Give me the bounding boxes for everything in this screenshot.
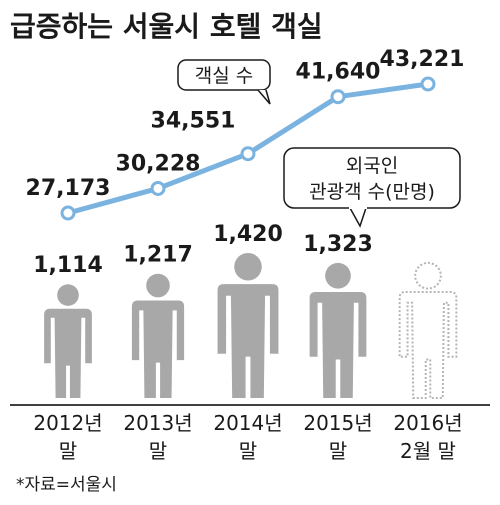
tourists-callout-line2: 관광객 수(만명): [309, 181, 435, 203]
tourists-callout: 외국인 관광객 수(만명): [283, 147, 461, 228]
x-tick-label-line1: 2013년: [123, 411, 192, 435]
tourist-pictogram: [44, 284, 92, 398]
rooms-value-label: 43,221: [380, 47, 465, 72]
tourist-pictogram-head: [325, 262, 351, 289]
rooms-value-label: 34,551: [151, 109, 236, 134]
x-tick-label-line2: 2월 말: [400, 439, 456, 463]
tourist-value-label: 1,114: [33, 253, 103, 278]
tourist-pictogram-head: [146, 273, 170, 298]
rooms-point: [420, 76, 436, 92]
rooms-point: [60, 205, 76, 221]
rooms-callout: 객실 수: [177, 59, 271, 105]
tourist-pictogram: [217, 253, 279, 398]
rooms-point: [240, 146, 256, 162]
tourists-pictogram-series: 1,114 1,217 1,420 1,323: [33, 222, 458, 399]
rooms-value-label: 27,173: [26, 176, 111, 201]
tourist-pictogram-placeholder: [398, 261, 458, 399]
tourist-pictogram-body: [44, 308, 92, 398]
x-tick-label-line1: 2014년: [213, 411, 282, 435]
rooms-callout-box: [177, 59, 271, 91]
rooms-point: [150, 180, 166, 196]
tourist-pictogram-body: [217, 284, 279, 398]
rooms-value-label: 41,640: [296, 60, 381, 85]
tourist-pictogram: [309, 262, 367, 398]
tourist-pictogram-body: [309, 291, 367, 398]
rooms-callout-label: 객실 수: [195, 65, 253, 87]
tourists-callout-pointer: [349, 207, 367, 228]
tourist-pictogram-body: [131, 300, 185, 398]
tourist-placeholder-head: [414, 261, 442, 290]
x-tick-label-line1: 2016년: [393, 411, 462, 435]
chart-title: 급증하는 서울시 호텔 객실: [10, 10, 323, 43]
source-note: *자료=서울시: [16, 475, 117, 495]
tourist-pictogram: [131, 273, 185, 398]
tourists-callout-line1: 외국인: [346, 155, 398, 177]
x-tick-label-line2: 말: [59, 439, 77, 463]
x-tick-label-line2: 말: [329, 439, 347, 463]
tourist-pictogram-head: [57, 284, 79, 306]
tourist-value-label: 1,323: [303, 232, 373, 257]
tourist-pictogram-head: [234, 253, 262, 281]
tourist-placeholder-body: [398, 290, 458, 399]
tourist-value-label: 1,420: [213, 222, 283, 247]
x-tick-label-line2: 말: [239, 439, 257, 463]
rooms-point: [330, 89, 346, 105]
x-tick-label-line1: 2012년: [33, 411, 102, 435]
x-tick-label-line2: 말: [149, 439, 167, 463]
rooms-value-label: 30,228: [116, 151, 201, 176]
tourists-callout-box: [283, 147, 461, 209]
rooms-callout-pointer: [257, 89, 271, 105]
x-tick-label-line1: 2015년: [303, 411, 372, 435]
tourist-value-label: 1,217: [123, 243, 193, 268]
